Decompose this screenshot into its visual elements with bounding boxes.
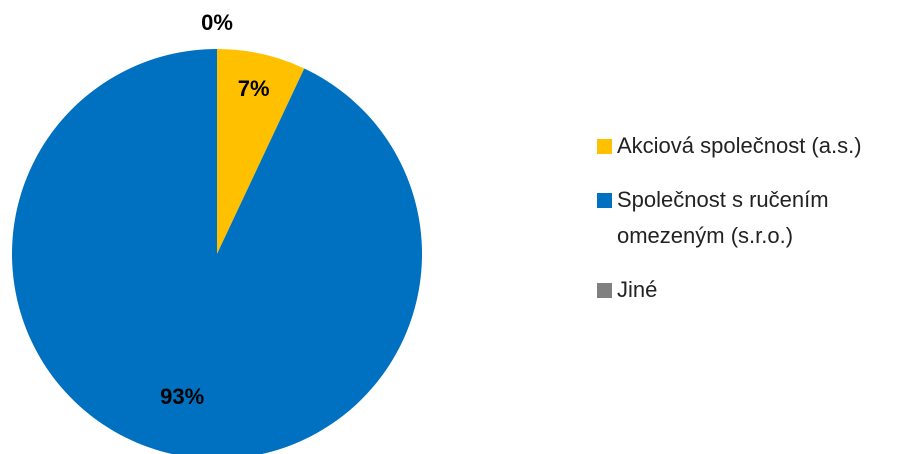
data-label: 0% xyxy=(201,10,233,35)
legend: Akciová společnost (a.s.) Společnost s ru… xyxy=(597,128,887,326)
data-label: 93% xyxy=(160,384,204,409)
legend-swatch xyxy=(597,139,612,154)
legend-swatch xyxy=(597,283,612,298)
legend-entry: Společnost s ručením omezeným (s.r.o.) xyxy=(597,182,887,254)
legend-swatch xyxy=(597,193,612,208)
legend-label: Společnost s ručením omezeným (s.r.o.) xyxy=(617,187,829,248)
legend-label: Jiné xyxy=(617,277,658,302)
pie-slice xyxy=(12,49,422,454)
pie-slice xyxy=(217,49,305,254)
legend-entry: Jiné xyxy=(597,272,887,308)
legend-entry: Akciová společnost (a.s.) xyxy=(597,128,887,164)
data-label: 7% xyxy=(238,76,270,101)
legend-label: Akciová společnost (a.s.) xyxy=(617,133,862,158)
